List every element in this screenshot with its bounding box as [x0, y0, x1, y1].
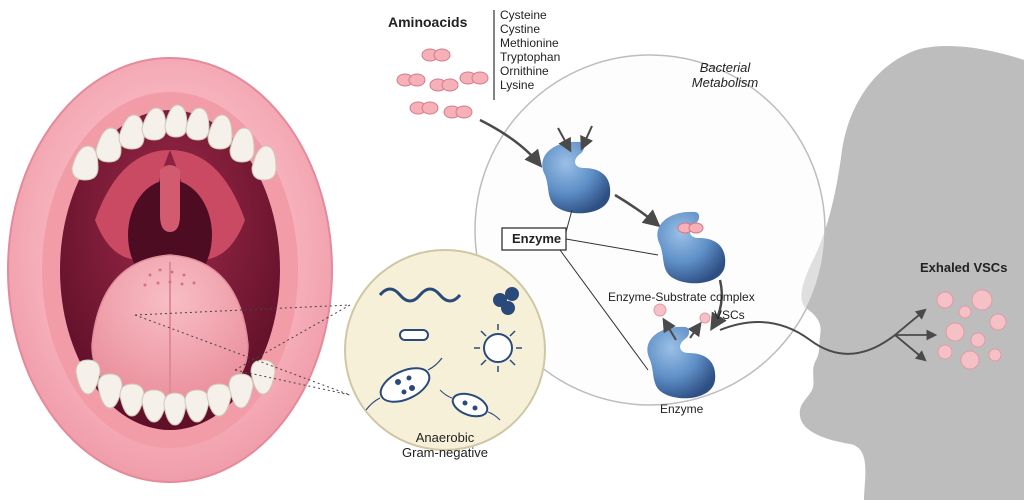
- anaerobic-label: AnaerobicGram-negative: [400, 430, 490, 460]
- exhaled-vscs-label: Exhaled VSCs: [920, 260, 1007, 275]
- enzyme-substrate-label: Enzyme-Substrate complex: [608, 290, 755, 304]
- bacterial-metabolism-label: BacterialMetabolism: [680, 60, 770, 90]
- vscs-label: VSCs: [714, 308, 745, 322]
- exhaled-vscs: [937, 290, 1006, 369]
- aminoacids-title: Aminoacids: [388, 14, 467, 30]
- enzyme-label: Enzyme: [660, 402, 703, 416]
- enzyme-box-label: Enzyme: [512, 231, 561, 246]
- aminoacid-list: CysteineCystineMethionineTryptophanOrnit…: [500, 8, 560, 92]
- breath-line: [720, 322, 895, 354]
